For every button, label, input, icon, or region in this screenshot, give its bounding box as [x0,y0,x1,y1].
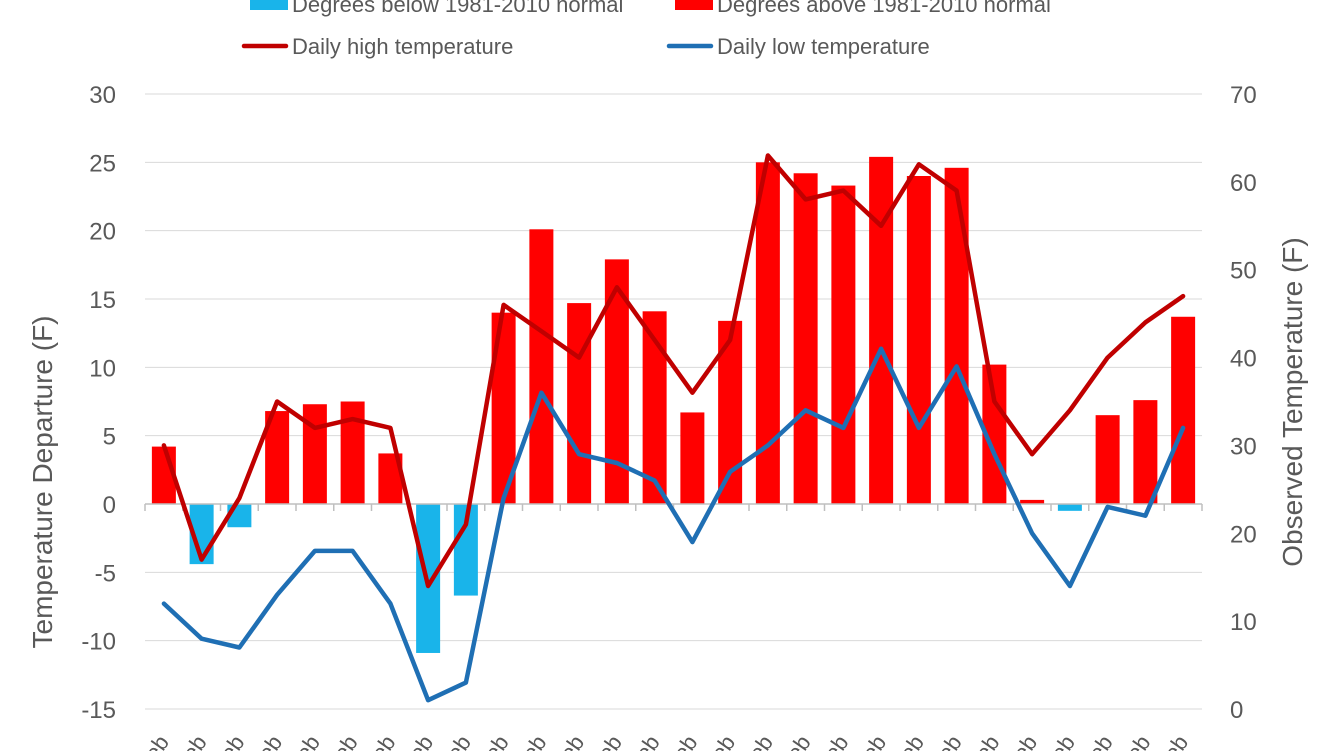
x-tick-label: Feb [320,731,362,751]
x-tick-label: Feb [169,731,211,751]
x-tick-label: Feb [622,731,664,751]
legend-entry: Daily high temperature [241,34,513,59]
left-tick-label: 25 [89,150,116,177]
x-tick-label: Feb [1000,731,1042,751]
daily-high-line [161,153,1186,589]
left-tick-label: 30 [89,82,116,109]
legend-entry: Degrees above 1981-2010 normal [675,0,1051,17]
x-tick-label: Feb [736,731,778,751]
bar-above-normal [680,412,705,504]
x-tick-label: Feb [283,731,325,751]
x-tick-label: Feb [396,731,438,751]
legend-swatch [250,0,288,10]
x-tick-label: Feb [132,731,174,751]
left-axis-title: Temperature Departure (F) [27,315,58,648]
legend-label: Daily low temperature [717,34,930,59]
x-tick-label: Feb [660,731,702,751]
bar-above-normal [1133,400,1158,504]
legend: Degrees below 1981-2010 normal Degrees ab… [241,0,1051,59]
left-tick-label: 5 [103,424,116,451]
bar-above-normal [302,404,327,504]
zero-axis [144,503,1203,511]
right-tick-label: 60 [1230,170,1257,197]
right-axis-title: Observed Temperature (F) [1277,237,1308,566]
x-tick-label: Feb [924,731,966,751]
left-tick-label: 15 [89,287,116,314]
left-tick-label: 10 [89,355,116,382]
legend-swatch [675,0,713,10]
bar-below-normal [1057,504,1082,511]
left-tick-label: 0 [103,492,116,519]
x-tick-label: Feb [1038,731,1080,751]
daily-low-line [161,346,1186,703]
gridlines [145,93,1202,710]
x-tick-label: Feb [434,731,476,751]
right-tick-label: 20 [1230,521,1257,548]
bar-above-normal [529,229,554,505]
bar-above-normal [1171,316,1196,504]
left-tick-label: -5 [95,560,116,587]
x-axis-ticks: FebFebFebFebFebFebFebFebFebFebFebFebFebF… [132,731,1193,751]
x-tick-label: Feb [207,731,249,751]
x-tick-label: Feb [887,731,929,751]
x-tick-label: Feb [1113,731,1155,751]
legend-label: Degrees below 1981-2010 normal [292,0,623,17]
right-tick-label: 50 [1230,258,1257,285]
bar-above-normal [567,303,592,504]
legend-entry: Degrees below 1981-2010 normal [250,0,623,17]
x-tick-label: Feb [585,731,627,751]
bar-above-normal [906,176,931,504]
x-tick-label: Feb [1151,731,1193,751]
right-tick-label: 0 [1230,697,1243,724]
departure-bars [151,156,1196,653]
x-tick-label: Feb [698,731,740,751]
right-axis-ticks: 70 60 50 40 30 20 10 0 [1230,82,1257,724]
x-tick-label: Feb [471,731,513,751]
right-tick-label: 70 [1230,82,1257,109]
x-tick-label: Feb [773,731,815,751]
x-tick-label: Feb [849,731,891,751]
bar-above-normal [944,167,969,505]
legend-entry: Daily low temperature [666,34,930,59]
legend-label: Daily high temperature [292,34,513,59]
bar-above-normal [793,173,818,504]
bar-above-normal [831,185,856,505]
x-tick-label: Feb [811,731,853,751]
right-tick-label: 40 [1230,346,1257,373]
bar-above-normal [1020,499,1045,504]
left-axis-ticks: 30 25 20 15 10 5 0 -5 -10 -15 [81,82,116,724]
bar-above-normal [1095,415,1120,504]
right-tick-label: 30 [1230,433,1257,460]
right-tick-label: 10 [1230,609,1257,636]
left-tick-label: -10 [81,629,116,656]
x-tick-label: Feb [509,731,551,751]
x-tick-label: Feb [245,731,287,751]
x-tick-label: Feb [358,731,400,751]
x-tick-label: Feb [962,731,1004,751]
left-tick-label: -15 [81,697,116,724]
left-tick-label: 20 [89,219,116,246]
x-tick-label: Feb [547,731,589,751]
temperature-lines [161,153,1186,703]
x-tick-label: Feb [1075,731,1117,751]
legend-label: Degrees above 1981-2010 normal [717,0,1051,17]
